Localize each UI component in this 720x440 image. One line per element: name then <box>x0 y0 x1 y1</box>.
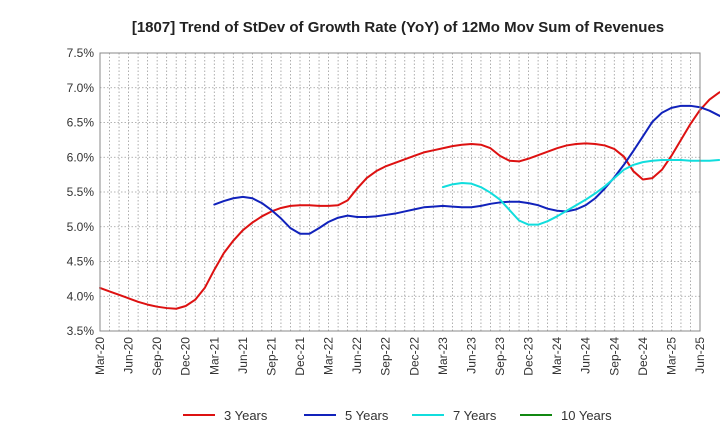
legend-label: 5 Years <box>345 408 389 423</box>
x-tick-label: Dec-23 <box>522 337 536 376</box>
legend: 3 Years 5 Years 7 Years 10 Years <box>183 408 612 423</box>
x-axis: Mar-20 Jun-20 Sep-20 Dec-20 Mar-21 Jun-21 Sep-… <box>93 337 707 376</box>
legend-label: 3 Years <box>224 408 268 423</box>
x-tick-label: Jun-23 <box>464 337 478 374</box>
x-tick-label: Jun-24 <box>579 337 593 374</box>
x-tick-label: Sep-24 <box>607 337 621 376</box>
x-tick-label: Mar-23 <box>436 337 450 375</box>
x-tick-label: Mar-21 <box>207 337 221 375</box>
grid-lines <box>100 52 700 332</box>
y-tick-label: 5.5% <box>67 185 95 199</box>
x-tick-label: Dec-22 <box>407 337 421 376</box>
y-tick-label: 6.5% <box>67 116 95 130</box>
series-group <box>99 91 720 310</box>
x-tick-label: Mar-20 <box>93 337 107 375</box>
plot-border <box>99 52 701 332</box>
y-tick-label: 3.5% <box>67 324 95 338</box>
x-tick-label: Dec-21 <box>293 337 307 376</box>
x-tick-label: Jun-22 <box>350 337 364 374</box>
x-tick-label: Mar-25 <box>664 337 678 375</box>
y-tick-label: 7.5% <box>67 46 95 60</box>
x-tick-label: Jun-20 <box>122 337 136 374</box>
x-tick-label: Dec-20 <box>179 337 193 376</box>
x-tick-label: Sep-21 <box>264 337 278 376</box>
plot-area <box>100 53 700 331</box>
x-tick-label: Mar-24 <box>550 337 564 375</box>
series-line-7-years <box>441 159 720 226</box>
y-tick-label: 4.0% <box>67 289 95 303</box>
y-tick-label: 5.0% <box>67 220 95 234</box>
x-tick-label: Sep-23 <box>493 337 507 376</box>
x-tick-label: Sep-20 <box>150 337 164 376</box>
series-line-5-years <box>213 104 720 235</box>
x-tick-label: Mar-22 <box>322 337 336 375</box>
y-tick-label: 6.0% <box>67 150 95 164</box>
x-tick-label: Jun-25 <box>693 337 707 374</box>
legend-label: 10 Years <box>561 408 612 423</box>
x-tick-label: Dec-24 <box>636 337 650 376</box>
x-tick-label: Sep-22 <box>379 337 393 376</box>
legend-label: 7 Years <box>453 408 497 423</box>
y-axis: 3.5% 4.0% 4.5% 5.0% 5.5% 6.0% 6.5% 7.0% 7.5% <box>67 46 95 338</box>
x-tick-label: Jun-21 <box>236 337 250 374</box>
series-line-3-years <box>99 91 720 310</box>
y-tick-label: 7.0% <box>67 81 95 95</box>
chart-title: [1807] Trend of StDev of Growth Rate (Yo… <box>132 19 664 36</box>
y-tick-label: 4.5% <box>67 255 95 269</box>
